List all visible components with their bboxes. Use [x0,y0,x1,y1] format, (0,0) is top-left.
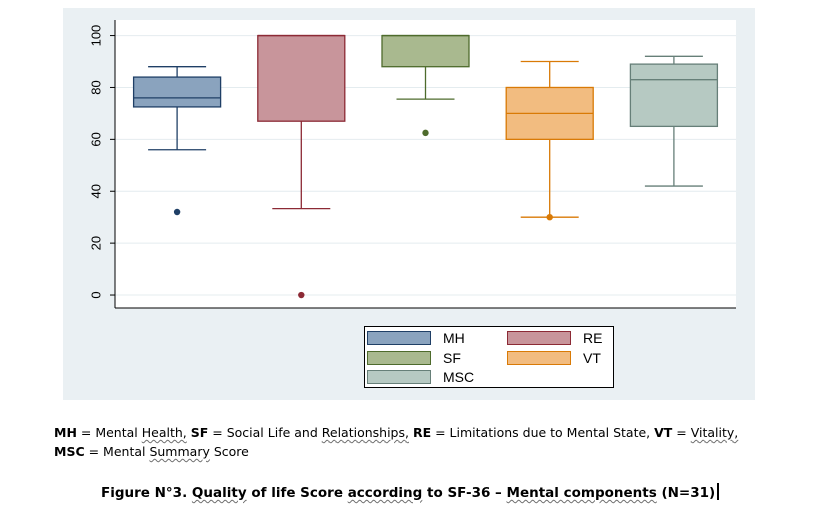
notes-line-2: MSC = Mental Summary Score [54,442,794,461]
legend-label-re: RE [583,330,603,346]
legend-label-mh: MH [443,330,465,346]
outlier-vt-0 [546,213,553,221]
caption-text-1: of life Score [246,485,348,501]
legend: MH RE SF VT MSC [364,326,614,388]
note-msc-end: Score [209,444,249,459]
y-tick-label-20: 20 [88,236,103,250]
note-sf-word: Relationships, [321,425,409,440]
note-mh-abbr: MH [54,425,77,440]
legend-item-vt: VT [507,350,601,366]
y-tick-label-40: 40 [88,184,103,198]
legend-label-msc: MSC [443,369,475,385]
note-sf-abbr: SF [190,425,209,440]
note-msc-text: = Mental [84,444,150,459]
legend-label-vt: VT [583,350,601,366]
legend-swatch-vt [507,351,571,365]
caption-text-2: to SF-36 – [422,485,507,501]
note-mh-word: Health, [141,425,187,440]
box-sf [381,34,470,68]
figure-caption[interactable]: Figure N°3. Quality of life Score accord… [101,483,719,501]
caption-word-mental: Mental components [506,485,657,501]
legend-swatch-msc [367,370,431,384]
note-mh-text: = Mental [76,425,142,440]
box-mh [132,76,222,108]
notes-line-1: MH = Mental Health, SF = Social Life and… [54,423,794,442]
abbreviation-notes: MH = Mental Health, SF = Social Life and… [54,423,794,461]
box-msc [629,63,719,128]
legend-item-re: RE [507,330,602,346]
legend-swatch-re [507,331,571,345]
caption-prefix: Figure N°3. [101,485,192,501]
outlier-sf-0 [422,129,429,137]
legend-item-sf: SF [367,350,461,366]
note-vt-text: = [672,425,691,440]
y-tick-label-80: 80 [88,80,103,94]
box-plot: 0 20 40 60 80 100 [88,20,736,309]
y-tick-label-60: 60 [88,132,103,146]
note-re-abbr: RE [412,425,432,440]
chart-panel: 0 20 40 60 80 100 MH RE SF VT MSC [63,8,755,400]
caption-word-according: according [347,485,423,501]
legend-item-mh: MH [367,330,465,346]
outlier-mh-0 [173,208,181,216]
text-cursor [717,483,719,500]
legend-label-sf: SF [443,350,461,366]
legend-swatch-mh [367,331,431,345]
y-tick-label-0: 0 [88,291,103,298]
y-tick-label-100: 100 [88,25,103,47]
note-re-text: = Limitations due to Mental State, [431,425,655,440]
note-vt-abbr: VT [654,425,673,440]
note-msc-word: Summary [149,444,210,459]
legend-swatch-sf [367,351,431,365]
box-re [257,34,346,122]
note-vt-word: Vitality, [690,425,739,440]
caption-word-quality: Quality [191,485,247,501]
caption-text-3: (N=31) [656,485,716,501]
note-sf-text: = Social Life and [208,425,322,440]
note-msc-abbr: MSC [54,444,85,459]
legend-item-msc: MSC [367,369,474,385]
outlier-re-0 [298,291,305,299]
